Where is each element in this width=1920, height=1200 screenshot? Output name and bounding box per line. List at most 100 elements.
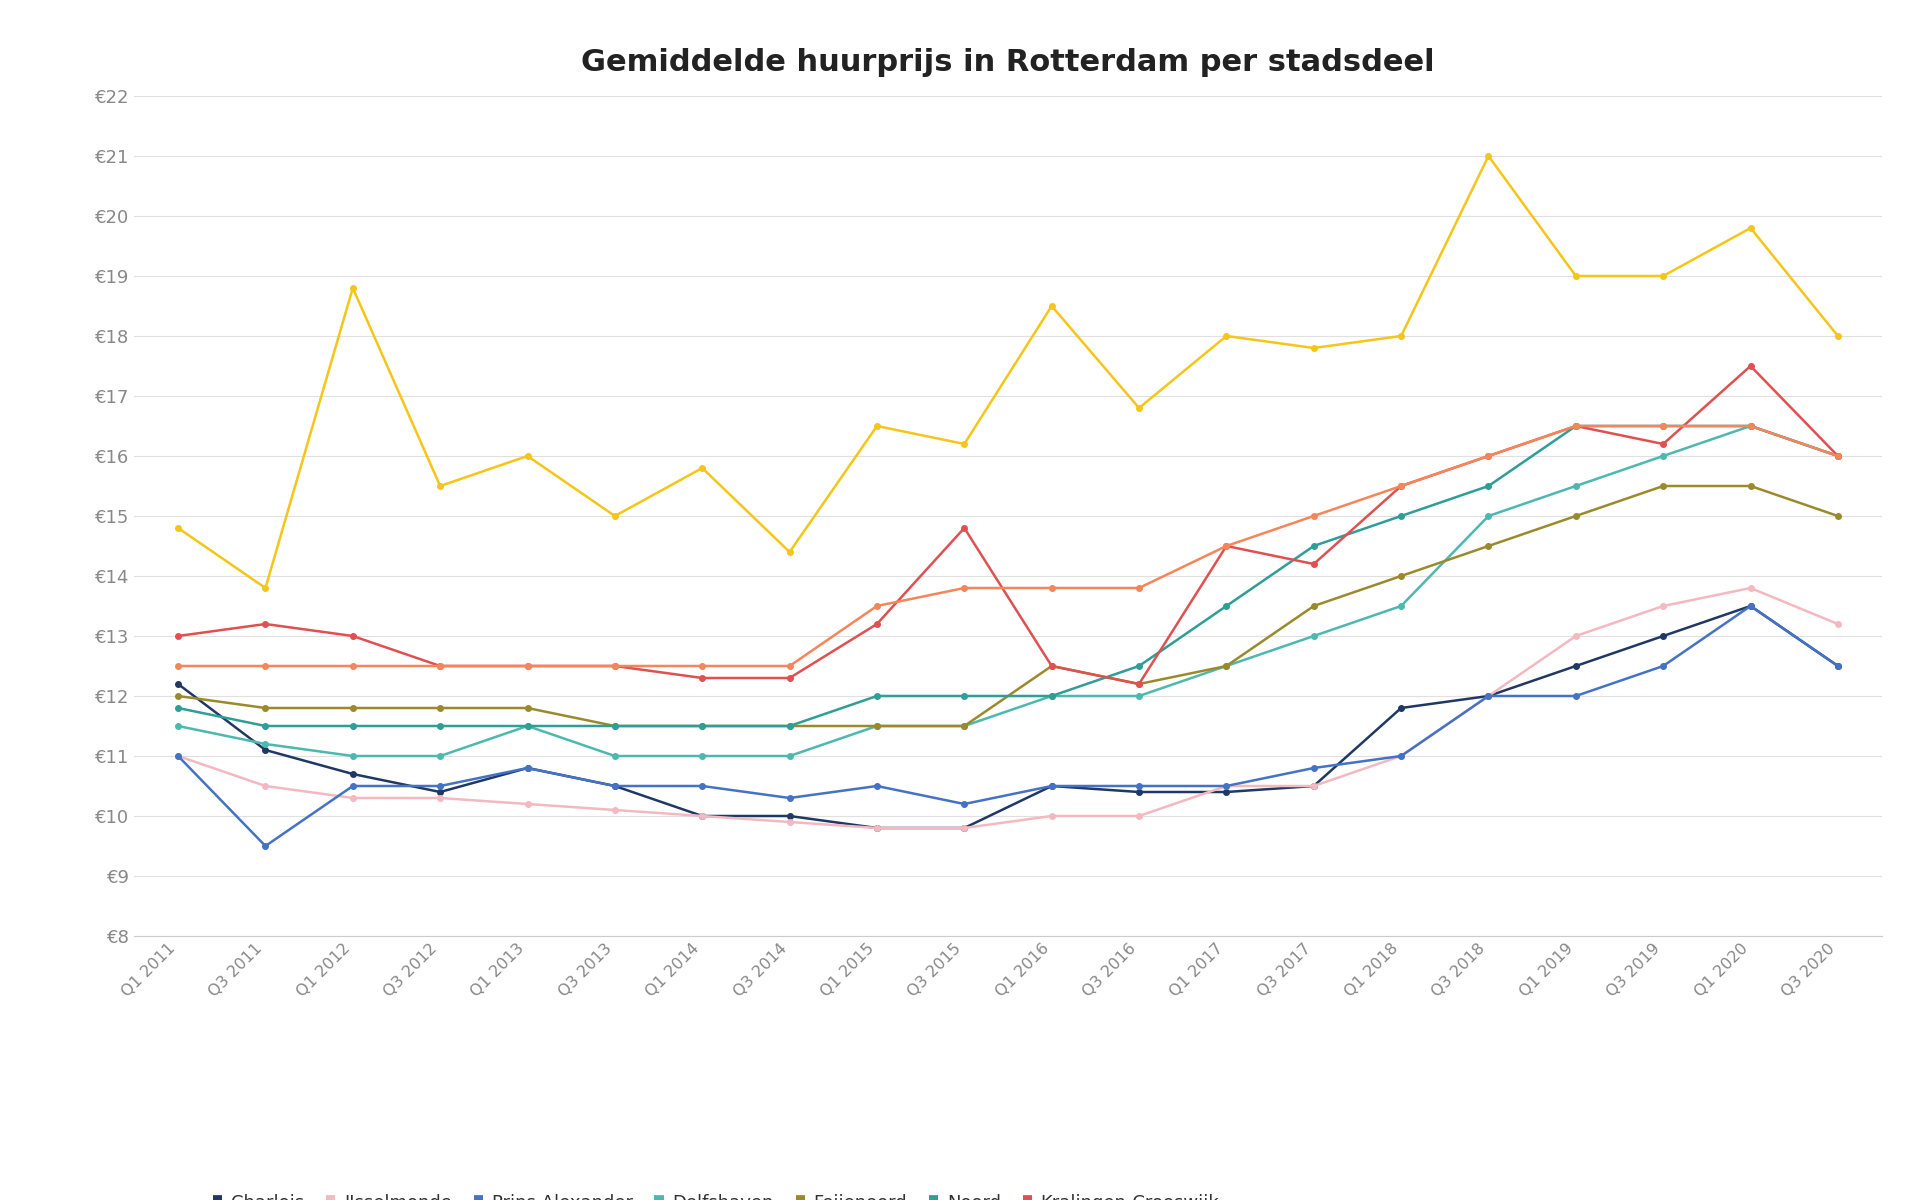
Kralingen-Crooswijk: [428, 659, 451, 673]
Line: Delfshaven: Delfshaven: [175, 424, 1841, 758]
Charlois: [1302, 779, 1325, 793]
Kralingen-Crooswijk: [167, 629, 190, 643]
Noord: [1302, 539, 1325, 553]
Feijenoord: [952, 719, 975, 733]
Noord: [1651, 419, 1674, 433]
Feijenoord: [778, 719, 801, 733]
Feijenoord: [1826, 509, 1849, 523]
IJsselmonde: [342, 791, 365, 805]
Prins Alexander: [691, 779, 714, 793]
IJsselmonde: [691, 809, 714, 823]
Feijenoord: [1740, 479, 1763, 493]
Hillegersberg-Schiebroek: [691, 659, 714, 673]
Hillegersberg-Schiebroek: [167, 659, 190, 673]
Hillegersberg-Schiebroek: [428, 659, 451, 673]
Prins Alexander: [253, 839, 276, 853]
Charlois: [603, 779, 626, 793]
Hillegersberg-Schiebroek: [1041, 581, 1064, 595]
Centrum: [167, 521, 190, 535]
Feijenoord: [1651, 479, 1674, 493]
Centrum: [1740, 221, 1763, 235]
Delfshaven: [952, 719, 975, 733]
Noord: [1740, 419, 1763, 433]
Noord: [1127, 659, 1150, 673]
Delfshaven: [516, 719, 540, 733]
Charlois: [866, 821, 889, 835]
Line: Feijenoord: Feijenoord: [175, 484, 1841, 728]
Prins Alexander: [1302, 761, 1325, 775]
Noord: [253, 719, 276, 733]
Prins Alexander: [1041, 779, 1064, 793]
Charlois: [952, 821, 975, 835]
Delfshaven: [167, 719, 190, 733]
Line: Charlois: Charlois: [175, 604, 1841, 830]
Delfshaven: [1302, 629, 1325, 643]
Centrum: [1215, 329, 1238, 343]
Centrum: [952, 437, 975, 451]
IJsselmonde: [428, 791, 451, 805]
IJsselmonde: [778, 815, 801, 829]
IJsselmonde: [1041, 809, 1064, 823]
Noord: [1390, 509, 1413, 523]
Charlois: [1390, 701, 1413, 715]
Charlois: [1127, 785, 1150, 799]
Kralingen-Crooswijk: [1740, 359, 1763, 373]
Charlois: [778, 809, 801, 823]
IJsselmonde: [1565, 629, 1588, 643]
Prins Alexander: [1390, 749, 1413, 763]
Noord: [516, 719, 540, 733]
Hillegersberg-Schiebroek: [516, 659, 540, 673]
Kralingen-Crooswijk: [952, 521, 975, 535]
IJsselmonde: [1740, 581, 1763, 595]
Prins Alexander: [428, 779, 451, 793]
Centrum: [1041, 299, 1064, 313]
Noord: [1476, 479, 1500, 493]
Prins Alexander: [1215, 779, 1238, 793]
Charlois: [167, 677, 190, 691]
Centrum: [866, 419, 889, 433]
Centrum: [342, 281, 365, 295]
Hillegersberg-Schiebroek: [1476, 449, 1500, 463]
Noord: [691, 719, 714, 733]
Hillegersberg-Schiebroek: [342, 659, 365, 673]
Kralingen-Crooswijk: [691, 671, 714, 685]
Noord: [603, 719, 626, 733]
Delfshaven: [253, 737, 276, 751]
IJsselmonde: [1651, 599, 1674, 613]
Delfshaven: [1476, 509, 1500, 523]
Kralingen-Crooswijk: [778, 671, 801, 685]
Centrum: [603, 509, 626, 523]
Charlois: [428, 785, 451, 799]
Centrum: [778, 545, 801, 559]
Noord: [1826, 449, 1849, 463]
Delfshaven: [1390, 599, 1413, 613]
Delfshaven: [1565, 479, 1588, 493]
Feijenoord: [866, 719, 889, 733]
IJsselmonde: [1215, 779, 1238, 793]
Delfshaven: [603, 749, 626, 763]
Centrum: [1390, 329, 1413, 343]
IJsselmonde: [1826, 617, 1849, 631]
Hillegersberg-Schiebroek: [1651, 419, 1674, 433]
Kralingen-Crooswijk: [1476, 449, 1500, 463]
Kralingen-Crooswijk: [1390, 479, 1413, 493]
Delfshaven: [428, 749, 451, 763]
Charlois: [1651, 629, 1674, 643]
Charlois: [516, 761, 540, 775]
Centrum: [1476, 149, 1500, 163]
Line: Noord: Noord: [175, 424, 1841, 728]
Noord: [1565, 419, 1588, 433]
Hillegersberg-Schiebroek: [1215, 539, 1238, 553]
IJsselmonde: [253, 779, 276, 793]
Charlois: [1041, 779, 1064, 793]
Feijenoord: [253, 701, 276, 715]
Kralingen-Crooswijk: [1826, 449, 1849, 463]
Title: Gemiddelde huurprijs in Rotterdam per stadsdeel: Gemiddelde huurprijs in Rotterdam per st…: [582, 48, 1434, 77]
Kralingen-Crooswijk: [342, 629, 365, 643]
Hillegersberg-Schiebroek: [253, 659, 276, 673]
Feijenoord: [1127, 677, 1150, 691]
Feijenoord: [428, 701, 451, 715]
IJsselmonde: [167, 749, 190, 763]
Feijenoord: [342, 701, 365, 715]
Feijenoord: [516, 701, 540, 715]
